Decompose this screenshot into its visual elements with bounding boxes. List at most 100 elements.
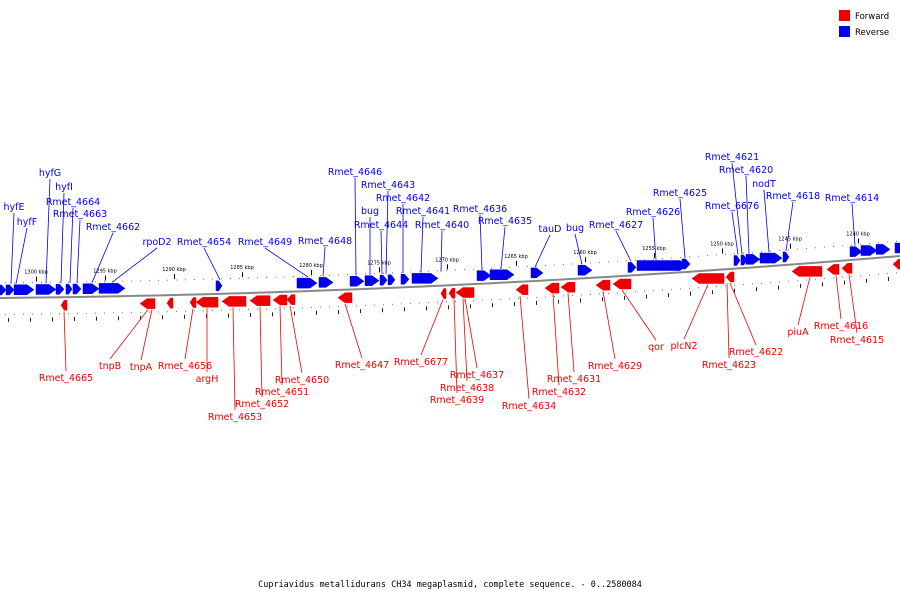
- scale-dot: [68, 313, 69, 315]
- leader-line: [731, 211, 739, 255]
- scale-dot: [23, 282, 24, 284]
- scale-dot: [131, 280, 132, 282]
- scale-dot: [635, 291, 636, 293]
- leader-line: [835, 275, 842, 320]
- leader-line: [745, 175, 750, 254]
- scale-dot: [68, 281, 69, 283]
- scale-dot: [221, 309, 222, 311]
- forward-gene-labels: Rmet_4665 tnpB tnpA Rmet_4656 argH Rmet_4653 R…: [39, 274, 884, 423]
- leader-line: [140, 309, 153, 361]
- scale-dot: [446, 301, 447, 303]
- gene-label: hyfE: [4, 202, 25, 213]
- scale-dot: [752, 283, 753, 285]
- scale-dot: [536, 265, 537, 267]
- scale-dot: [545, 264, 546, 266]
- gene-arrow: [489, 269, 515, 280]
- leader-line: [785, 201, 794, 252]
- scale-dot: [374, 273, 375, 275]
- gene-arrow: [759, 252, 783, 264]
- scale-dot: [32, 313, 33, 315]
- scale-dot: [491, 267, 492, 269]
- scale-tick-label: 1280 kbp: [299, 263, 323, 269]
- scale-dot: [338, 274, 339, 276]
- scale-dot: [671, 288, 672, 290]
- leader-line: [76, 219, 81, 284]
- gene-arrow: [65, 283, 73, 295]
- gene-label: nodT: [752, 179, 776, 190]
- scale-minor-tick: [800, 283, 801, 288]
- scale-tick-label: 1290 kbp: [162, 267, 186, 273]
- gene-arrow: [875, 244, 891, 255]
- scale-dot: [527, 265, 528, 267]
- scale-dot: [203, 278, 204, 280]
- gene-label: Rmet_4631: [547, 374, 601, 385]
- scale-dot: [248, 309, 249, 310]
- gene-label: Rmet_4627: [589, 220, 643, 231]
- scale-dot: [833, 277, 834, 279]
- scale-dot: [752, 251, 753, 253]
- gene-arrow: [745, 254, 761, 265]
- gene-label: bug: [361, 206, 379, 217]
- leader-line: [385, 190, 389, 275]
- gene-arrow: [82, 283, 100, 295]
- scale-dot: [392, 303, 393, 305]
- legend-forward-label: Forward: [855, 12, 889, 22]
- leader-line: [763, 189, 770, 253]
- gene-arrow: [681, 258, 691, 270]
- gene-arrow: [13, 284, 35, 295]
- scale-tick-label: 1240 kbp: [846, 231, 870, 237]
- gene-label: hyfF: [17, 217, 37, 228]
- gene-arrow: [826, 264, 840, 275]
- gene-label: Rmet_4634: [502, 401, 556, 412]
- scale-tick: [36, 276, 37, 282]
- gene-label: Rmet_4618: [766, 191, 820, 202]
- gene-label: Rmet_4632: [532, 387, 586, 398]
- scale-dot: [167, 279, 168, 281]
- leader-line: [453, 299, 458, 394]
- gene-label: rpoD2: [142, 237, 171, 248]
- scale-dot: [851, 276, 852, 277]
- scale-dot: [482, 299, 483, 301]
- gene-arrow: [791, 266, 823, 277]
- scale-dot: [518, 297, 519, 299]
- scale-minor-tick: [712, 290, 713, 295]
- scale-dot: [743, 252, 744, 254]
- gene-label: Rmet_6677: [394, 357, 448, 368]
- gene-arrow: [740, 254, 748, 266]
- gene-label: Rmet_4652: [235, 399, 289, 410]
- scale-tick-label: 1285 kbp: [230, 265, 254, 271]
- scale-dot: [860, 275, 861, 277]
- legend: Forward Reverse: [839, 10, 889, 38]
- scale-tick-label: 1250 kbp: [710, 242, 734, 248]
- scale-dot: [878, 273, 879, 275]
- forward-gene-arrows: [60, 258, 900, 311]
- scale-dot: [167, 311, 168, 313]
- scale-dot: [617, 292, 618, 294]
- gene-label: Rmet_4648: [298, 236, 352, 247]
- scale-dot: [788, 280, 789, 282]
- gene-label: Rmet_4663: [53, 209, 107, 220]
- scale-minor-tick: [734, 288, 735, 293]
- scale-dot: [95, 312, 96, 314]
- scale-dot: [230, 278, 231, 279]
- gene-arrow: [189, 297, 197, 308]
- scale-dot: [662, 258, 663, 259]
- gene-arrow: [0, 284, 7, 296]
- scale-dot: [302, 275, 303, 277]
- scale-dot: [779, 250, 780, 251]
- scale-dot: [617, 260, 618, 262]
- scale-tick-label: 1260 kbp: [573, 250, 597, 256]
- scale-dot: [806, 248, 807, 249]
- scale-dot: [716, 254, 717, 256]
- scale-dot: [455, 269, 456, 271]
- scale-minor-tick: [250, 313, 251, 317]
- scale-dot: [554, 296, 555, 297]
- scale-dot: [14, 282, 15, 284]
- scale-dot: [158, 311, 159, 313]
- scale-dot: [419, 302, 420, 304]
- leader-line: [344, 303, 363, 359]
- scale-dot: [671, 257, 672, 259]
- scale-dot: [185, 279, 186, 281]
- gene-arrow: [379, 274, 388, 286]
